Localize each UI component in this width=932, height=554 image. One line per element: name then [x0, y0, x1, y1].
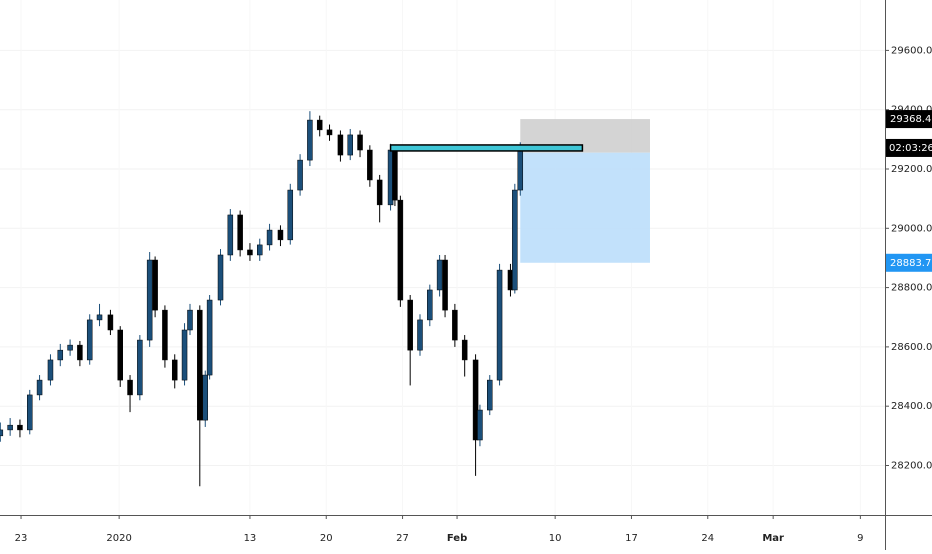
candle-body [442, 259, 448, 311]
candle-body [407, 299, 413, 351]
candle-body [357, 134, 363, 151]
countdown: 02:03:26 [889, 143, 932, 154]
stop-price-label: 29368.4 [890, 114, 931, 125]
candle-body [47, 359, 54, 381]
x-tick-label: 20 [320, 533, 333, 544]
candle-body [137, 339, 143, 396]
candle-body [171, 359, 178, 381]
x-tick-label: 27 [396, 533, 409, 544]
y-tick-label: 28400.0 [891, 401, 932, 412]
x-tick-label: 10 [549, 533, 562, 544]
candle-body [436, 259, 443, 291]
candle-body [27, 394, 33, 431]
candle-body [517, 147, 524, 191]
y-tick-label: 29000.0 [891, 223, 932, 234]
candle-body [17, 424, 23, 431]
candle-body [376, 179, 383, 206]
candle-body [512, 189, 518, 291]
x-tick-label: 9 [857, 533, 863, 544]
candle-body [7, 424, 13, 431]
y-tick-label: 29200.0 [891, 164, 932, 175]
candle-body [36, 379, 43, 396]
candle-body [297, 159, 303, 191]
y-tick-label: 28800.0 [891, 283, 932, 294]
candle-body [77, 344, 83, 361]
x-tick-label: 24 [701, 533, 714, 544]
candle-body [397, 199, 404, 301]
candle-body [237, 214, 243, 251]
x-tick-label: Mar [762, 533, 784, 544]
x-tick-label: 23 [15, 533, 28, 544]
candle-body [202, 374, 209, 421]
candle-body [187, 309, 193, 331]
candle-body [217, 254, 224, 301]
countdown-bg [886, 138, 932, 157]
candle-body [326, 129, 333, 136]
candle-body [472, 359, 479, 441]
candle-body [67, 344, 73, 351]
candle-body [96, 314, 103, 321]
candle-body [86, 319, 93, 361]
x-tick-label: Feb [447, 533, 467, 544]
candle-body [162, 309, 168, 361]
x-tick-label: 13 [244, 533, 257, 544]
candle-body [266, 229, 273, 246]
candle-body [181, 329, 188, 381]
candle-body [152, 259, 158, 311]
stop-price-label-bg [886, 110, 932, 129]
candle-body [227, 214, 234, 256]
target-price-label: 28883.7 [890, 258, 931, 269]
candle-body [127, 379, 133, 396]
candle-body [417, 319, 423, 351]
candle-body [367, 149, 373, 181]
y-tick-label: 28200.0 [891, 460, 932, 471]
candle-body [57, 349, 64, 361]
candle-body [461, 339, 468, 361]
candle-body [316, 119, 323, 131]
target-zone [520, 152, 650, 263]
candle-body [337, 134, 344, 156]
candle-body [392, 149, 398, 201]
candle-body [107, 314, 114, 331]
target-price-label-bg [886, 253, 932, 272]
y-tick-label: 29600.0 [891, 45, 932, 56]
candle-body [197, 309, 203, 421]
candle-body [0, 429, 4, 437]
candle-body [277, 229, 284, 241]
candle-body [477, 409, 483, 441]
candle-body [247, 249, 253, 256]
level-line [389, 144, 584, 152]
candle-body [347, 134, 353, 156]
candle-body [496, 269, 503, 381]
x-tick-label: 2020 [106, 533, 131, 544]
candle-body [117, 329, 123, 381]
candle-body [146, 259, 153, 341]
candle-body [487, 379, 493, 411]
x-tick-label: 17 [625, 533, 638, 544]
candle-body [206, 299, 213, 376]
candle-body [307, 119, 313, 161]
candle-body [452, 309, 458, 341]
y-tick-label: 28600.0 [891, 342, 932, 353]
candle-body [427, 289, 433, 321]
candle-body [257, 244, 263, 256]
candle-body [287, 189, 294, 241]
